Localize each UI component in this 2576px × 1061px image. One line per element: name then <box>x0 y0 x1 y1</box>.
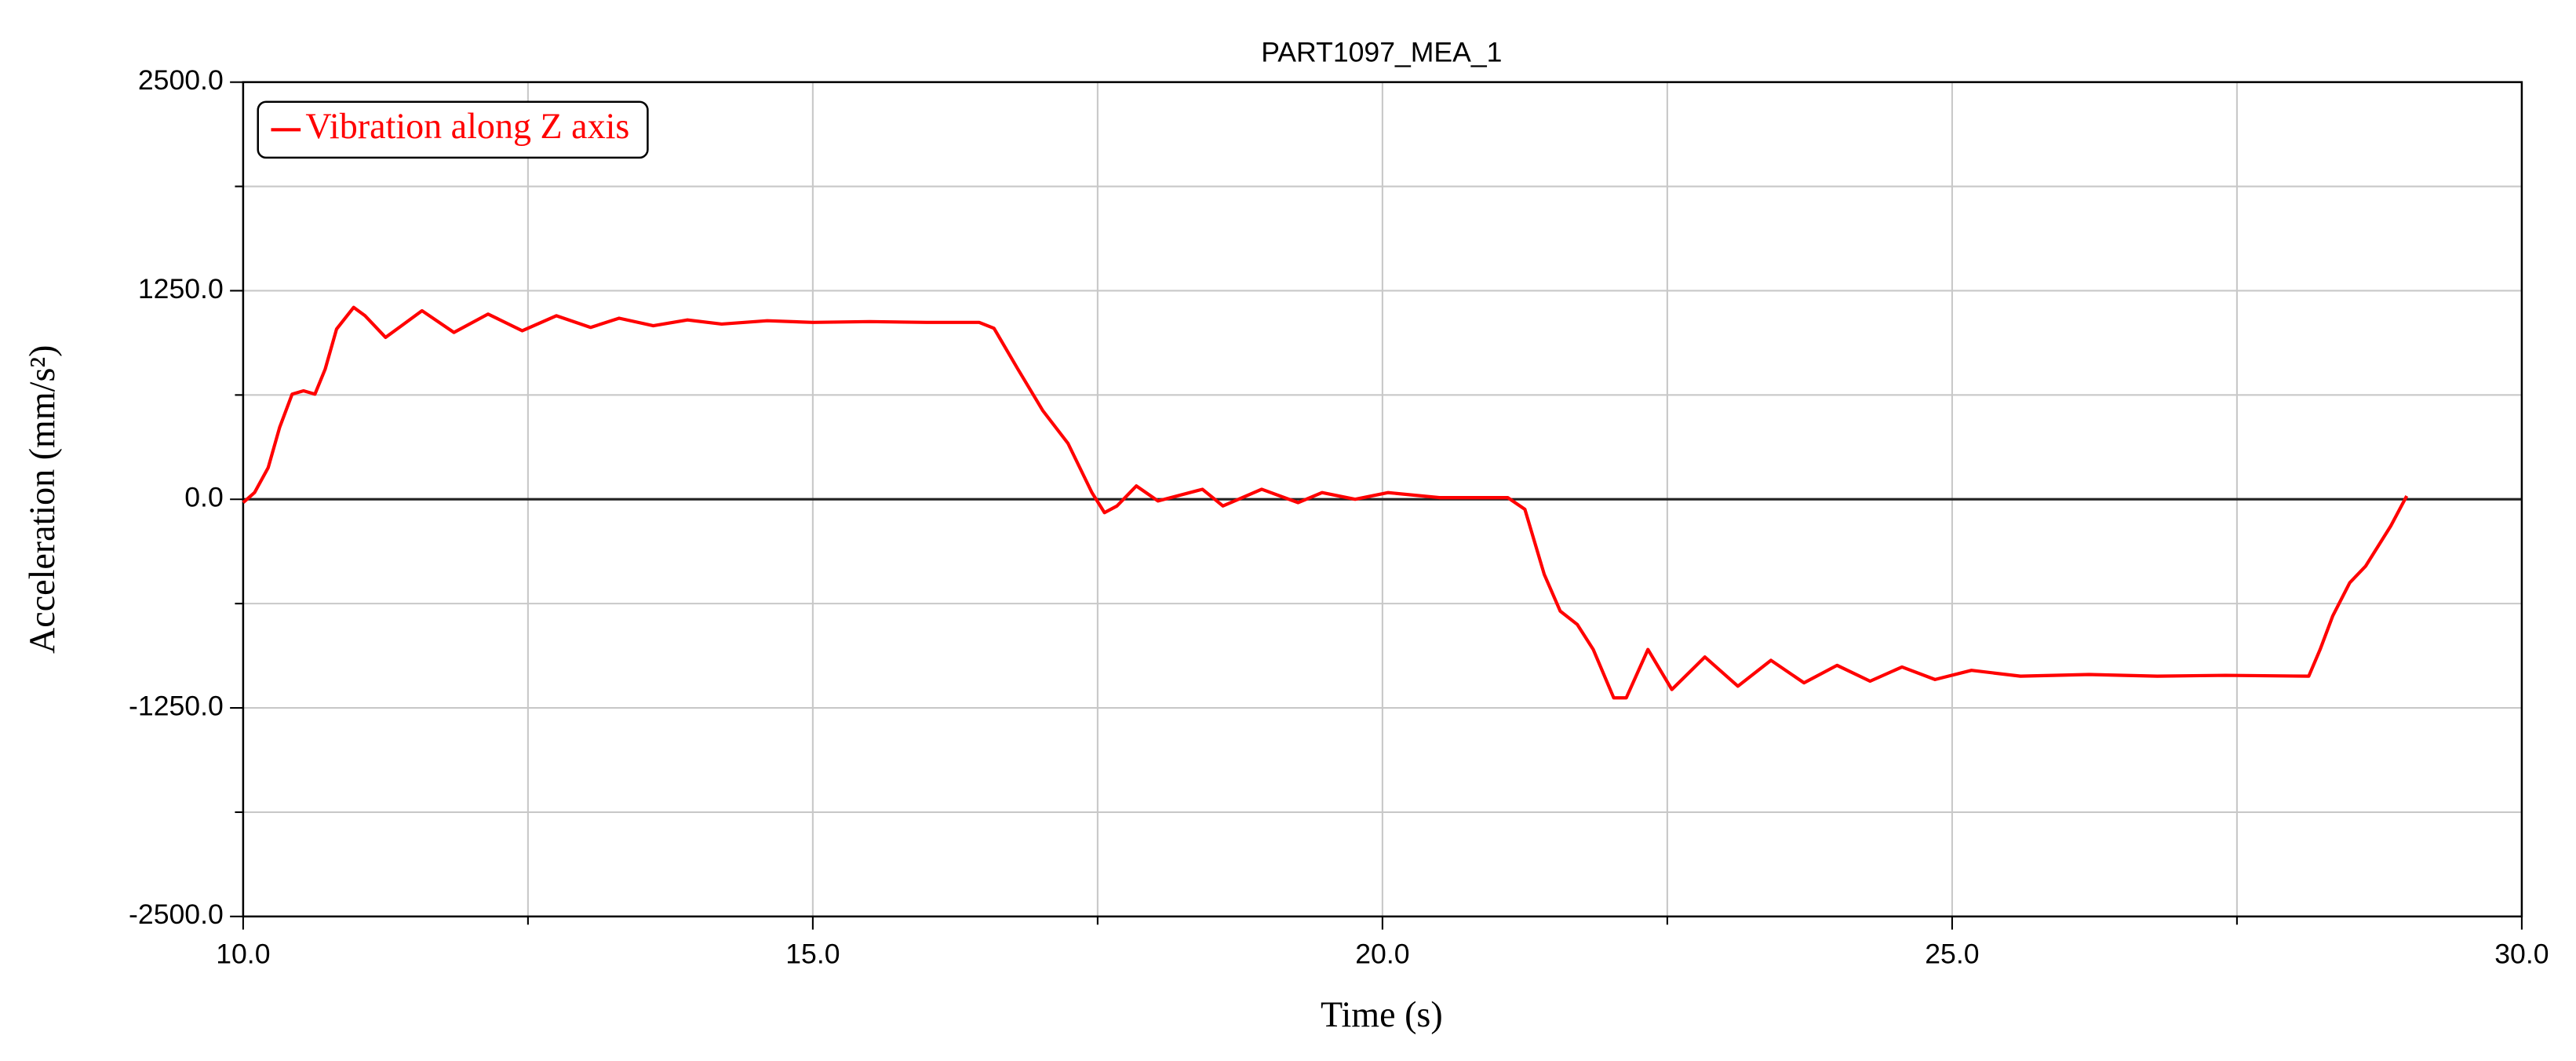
data-line <box>242 305 2409 700</box>
y-tick-label: -1250.0 <box>129 690 224 721</box>
legend-label: Vibration along Z axis <box>305 106 629 146</box>
x-tick-label: 10.0 <box>216 938 270 969</box>
plot-frame <box>242 81 2523 918</box>
chart-title: PART1097_MEA_1 <box>1261 36 1502 67</box>
x-tick-label: 30.0 <box>2494 938 2549 969</box>
y-tick-label: -2500.0 <box>129 899 224 930</box>
legend-box <box>257 100 649 159</box>
y-tick-label: 0.0 <box>184 482 223 513</box>
x-axis-label: Time (s) <box>1321 994 1443 1034</box>
legend: Vibration along Z axis <box>257 100 649 159</box>
x-tick-label: 15.0 <box>785 938 840 969</box>
x-tick-label: 25.0 <box>1925 938 1979 969</box>
x-tick-label: 20.0 <box>1355 938 1409 969</box>
y-tick-label: 1250.0 <box>138 273 224 304</box>
y-tick-label: 2500.0 <box>138 64 224 96</box>
y-axis-label: Acceleration (mm/s²) <box>22 345 62 654</box>
